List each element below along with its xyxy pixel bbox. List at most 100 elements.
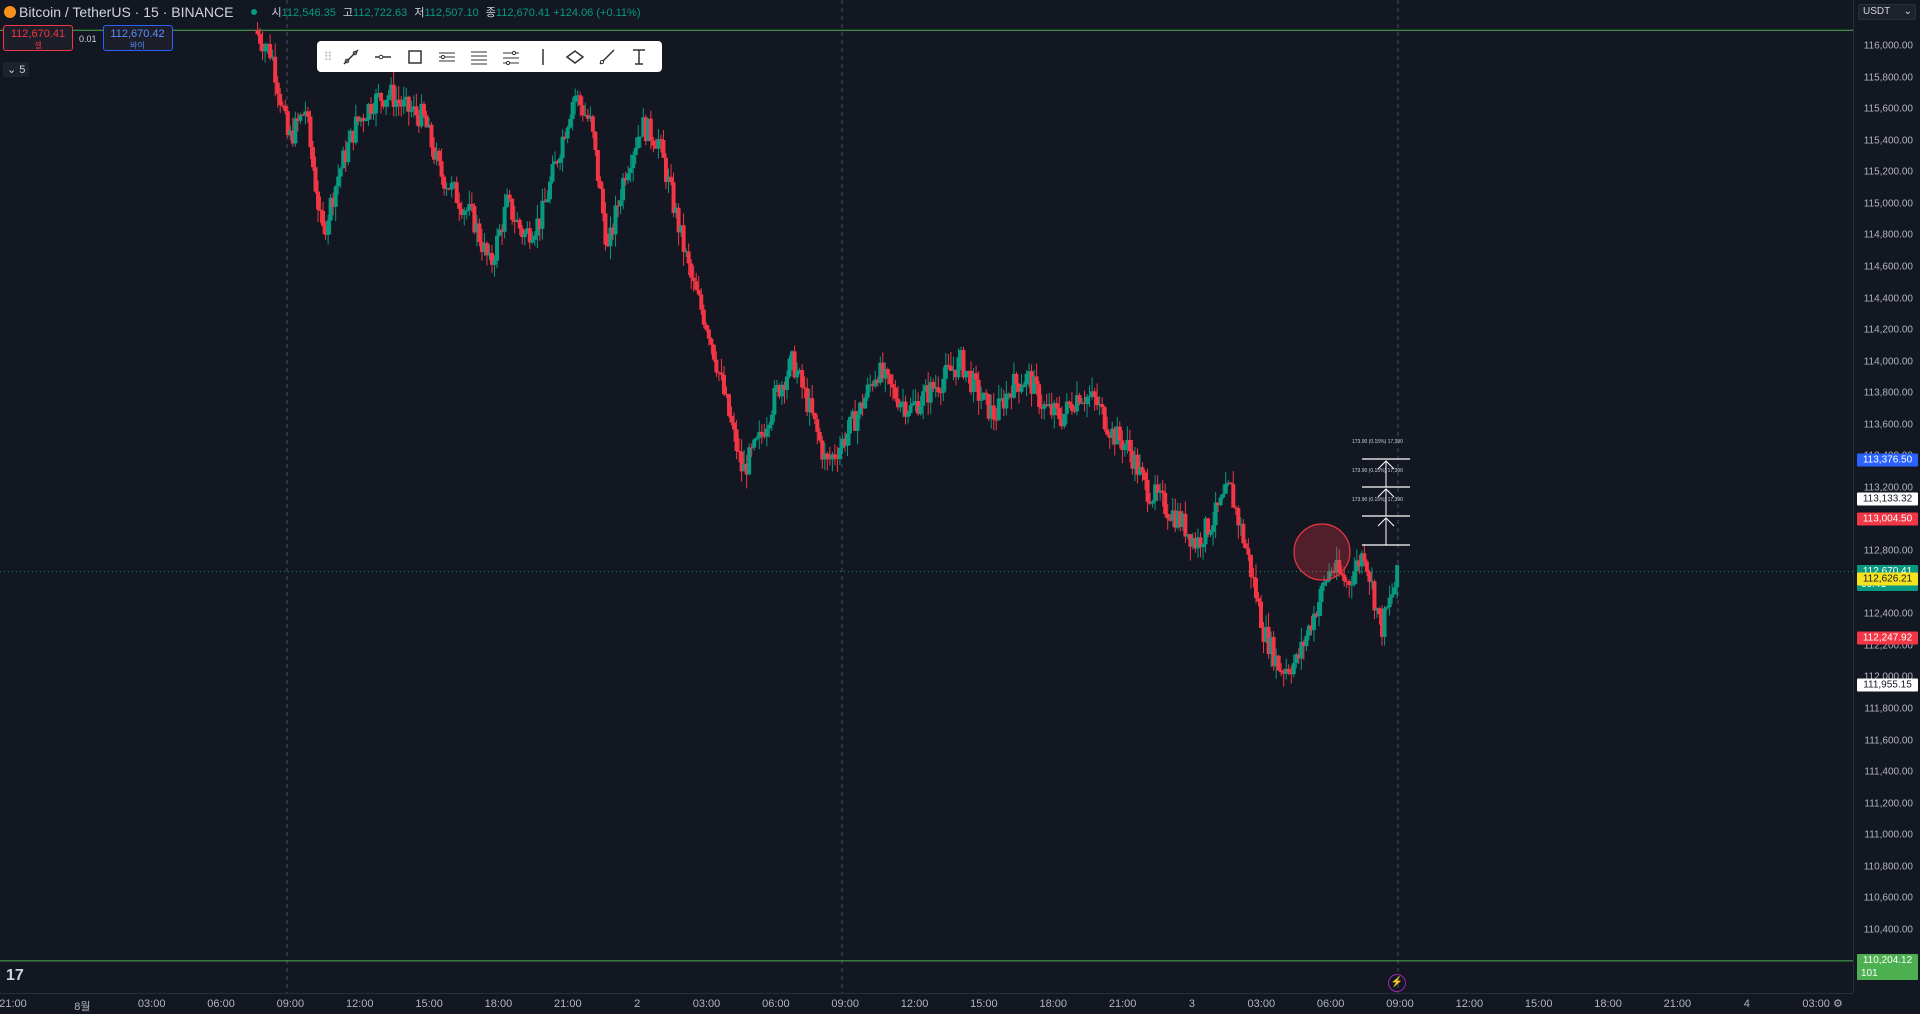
rectangle-icon[interactable] <box>399 43 431 71</box>
candle <box>1221 493 1226 498</box>
candle <box>792 351 797 378</box>
candle <box>916 401 921 414</box>
candle <box>900 401 905 404</box>
pitchfork-icon[interactable] <box>495 43 527 71</box>
candle <box>1211 525 1216 532</box>
candle <box>895 398 900 408</box>
candle <box>512 219 517 222</box>
candle <box>1279 670 1284 673</box>
time-tick-label: 21:00 <box>0 998 27 1010</box>
candle <box>898 403 903 408</box>
candle <box>416 115 421 127</box>
candle <box>1337 560 1342 573</box>
candle <box>391 84 396 107</box>
candle <box>666 176 671 183</box>
time-tick-label: 21:00 <box>554 998 582 1010</box>
candle <box>885 369 890 375</box>
candle <box>903 401 908 417</box>
trend-line-icon[interactable] <box>335 43 367 71</box>
candle <box>1160 490 1165 493</box>
candle <box>681 225 686 252</box>
candle <box>376 93 381 95</box>
time-tick-label: 12:00 <box>345 998 374 1010</box>
candle <box>1185 534 1190 537</box>
candle <box>701 309 706 325</box>
candle <box>638 136 643 138</box>
price-tick-label: 110,400.00 <box>1863 924 1913 936</box>
candle <box>500 229 505 232</box>
price-label: 110,204.12 101 <box>1857 953 1918 980</box>
ellipse-icon[interactable] <box>559 43 591 71</box>
candle <box>787 358 792 377</box>
candle <box>318 209 323 211</box>
candle <box>394 99 399 107</box>
buy-button[interactable]: 112,670.42 바이 <box>102 25 173 51</box>
time-axis[interactable]: 21:00 8월 03:00 06:00 09:00 12:00 15:00 18:00 21:… <box>0 993 1853 1014</box>
candle <box>389 84 394 96</box>
candle <box>936 387 941 393</box>
candle <box>1251 576 1256 578</box>
candle <box>1085 396 1090 404</box>
settings-icon[interactable]: ⚙ <box>1833 998 1843 1010</box>
candle <box>1064 401 1069 414</box>
symbol-legend[interactable]: Bitcoin / TetherUS · 15 · BINANCE 시112,5… <box>0 4 640 20</box>
candle <box>797 370 802 372</box>
candle <box>510 198 515 220</box>
candle <box>308 116 313 148</box>
lightning-icon[interactable]: ⚡ <box>1388 974 1406 992</box>
candle <box>747 447 752 475</box>
candle <box>1193 538 1198 549</box>
candle <box>979 399 984 401</box>
candle <box>1367 571 1372 582</box>
time-tick-label: 4 <box>1743 998 1750 1010</box>
price-tick-label: 111,600.00 <box>1864 735 1913 747</box>
candle <box>951 369 956 371</box>
candle <box>641 117 646 137</box>
candle <box>1203 518 1208 545</box>
drawing-toolbar: ⠿ <box>317 41 662 72</box>
sell-button[interactable]: 112,670.41 셀 <box>3 25 73 51</box>
indicators-collapse-button[interactable]: ⌄ 5 <box>3 62 30 77</box>
candle <box>1069 404 1074 411</box>
time-tick-label: 15:00 <box>1524 998 1553 1010</box>
candle <box>875 379 880 383</box>
candle <box>1259 601 1264 628</box>
candle <box>600 188 605 214</box>
symbol-title[interactable]: Bitcoin / TetherUS · 15 · BINANCE <box>19 4 234 20</box>
tradingview-logo[interactable]: 17 <box>6 967 24 984</box>
candle <box>958 350 963 358</box>
candle <box>1387 597 1392 608</box>
candle <box>1206 518 1211 535</box>
time-tick-label: 21:00 <box>1108 998 1137 1010</box>
candle <box>1102 407 1107 430</box>
ray-icon[interactable] <box>591 43 623 71</box>
price-tick-label: 116,000.00 <box>1863 40 1913 52</box>
candle <box>1037 384 1042 408</box>
price-label: 113,376.50 <box>1857 453 1918 467</box>
candle <box>467 203 472 211</box>
candle <box>1296 654 1301 659</box>
candle <box>542 200 547 203</box>
price-axis[interactable]: USDT ⌄ 116,000.00 115,800.00 115,600.00 115… <box>1853 0 1920 993</box>
candle <box>1047 404 1052 406</box>
candle <box>409 110 414 112</box>
candle <box>938 392 943 394</box>
measure-label: 173.90 (0.15%) 17,390 <box>1352 497 1403 503</box>
candle <box>1216 502 1221 506</box>
candle <box>316 191 321 210</box>
drag-handle-icon[interactable]: ⠿ <box>323 49 333 64</box>
parallel-channel-icon[interactable] <box>431 43 463 71</box>
horizontal-ray-icon[interactable] <box>367 43 399 71</box>
currency-selector[interactable]: USDT ⌄ <box>1858 4 1916 20</box>
candle <box>517 219 522 229</box>
chart-plot[interactable] <box>0 0 1853 993</box>
vertical-line-icon[interactable] <box>527 43 559 71</box>
price-change: +124.06 (+0.11%) <box>553 7 641 19</box>
fib-retracement-icon[interactable] <box>463 43 495 71</box>
candle <box>555 161 560 163</box>
candle <box>321 210 326 227</box>
candle <box>994 419 999 421</box>
text-cursor-icon[interactable] <box>623 43 655 71</box>
candle <box>442 176 447 189</box>
candle <box>1253 577 1258 599</box>
